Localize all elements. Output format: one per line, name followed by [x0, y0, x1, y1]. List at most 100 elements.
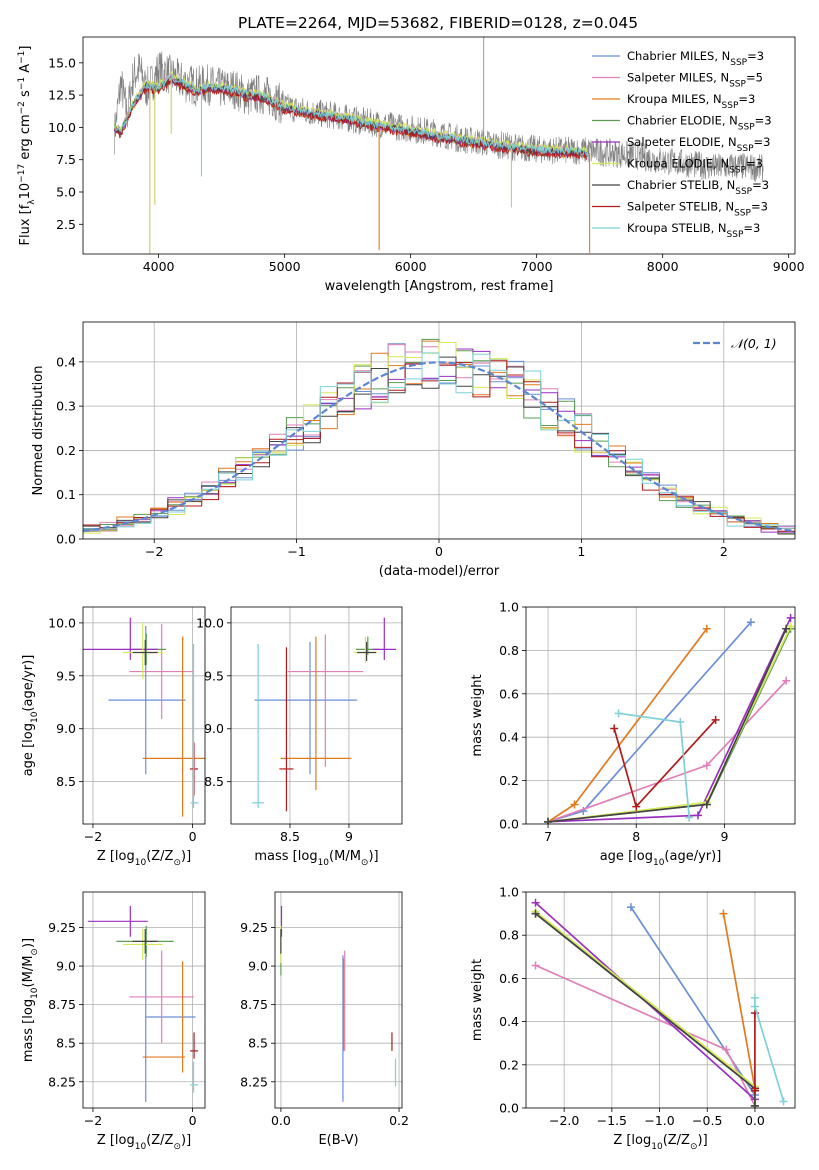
y-tick-label: 0.2 — [499, 1057, 519, 1072]
weight-marker — [544, 817, 553, 824]
errorbar-point — [280, 636, 352, 791]
x-tick-label: −2 — [84, 829, 102, 844]
x-axis-label: Z [log10(Z/Z⊙)] — [97, 849, 191, 868]
x-tick-label: 5000 — [269, 259, 301, 274]
y-tick-label: 0.8 — [499, 928, 519, 943]
weight-marker — [750, 1002, 759, 1011]
panel-age-vs-mass: 8.5 9 8.5 9.0 9.5 10.0 mass [log10(M/M⊙)] — [196, 606, 403, 868]
legend-entry: 𝒩(0, 1) — [731, 336, 777, 351]
y-tick-label: 1.0 — [499, 885, 519, 900]
x-tick-label: 0 — [189, 1113, 197, 1128]
errorbar-point — [254, 641, 358, 775]
y-tick-label: 1.0 — [499, 600, 519, 615]
y-tick-label: 7.5 — [56, 152, 76, 167]
weight-marker — [702, 624, 711, 633]
legend-entry: Chabrier MILES, NSSP=3 — [627, 49, 764, 68]
weight-line — [534, 902, 756, 1106]
errorbar-point — [252, 644, 265, 809]
weight-line — [535, 964, 756, 1107]
x-axis-label: age [log10(age/yr)] — [600, 849, 722, 868]
y-tick-label: 8.75 — [240, 997, 268, 1012]
y-tick-label: 5.0 — [56, 185, 76, 200]
errorbar-point — [190, 644, 199, 809]
x-axis-label: Z [log10(Z/Z⊙)] — [613, 1133, 707, 1152]
errorbar-point — [145, 955, 196, 1102]
axes-frame-spectrum — [82, 36, 796, 255]
y-tick-label: 2.5 — [56, 217, 76, 232]
y-tick-label: 10.0 — [48, 615, 76, 630]
panel-weight-vs-age: 7 8 9 0.0 0.2 0.4 0.6 0.8 1.0 age [log10(age/yr)]… — [470, 600, 796, 868]
x-axis-label: Z [log10(Z/Z⊙)] — [97, 1133, 191, 1152]
model-spectrum-line — [114, 73, 588, 156]
plot-area-age-vs-mass — [231, 607, 402, 824]
weight-marker — [676, 718, 685, 727]
axes-frame-mass-vs-ebv — [274, 891, 403, 1109]
legend-spectrum: Chabrier MILES, NSSP=3 Salpeter MILES, NS… — [592, 49, 772, 240]
axes-frame-age-vs-z — [82, 606, 206, 825]
legend-entry: Kroupa MILES, NSSP=3 — [627, 92, 755, 111]
axes-frame-residuals — [82, 321, 796, 540]
plot-area-spectrum — [114, 37, 764, 254]
legend-entry: Salpeter MILES, NSSP=5 — [627, 71, 763, 90]
x-tick-label: 6000 — [395, 259, 427, 274]
errorbar-point — [108, 626, 186, 775]
errorbar-point — [287, 634, 364, 767]
y-axis-label: mass weight — [470, 674, 485, 756]
weight-marker — [711, 715, 720, 724]
y-tick-label: 0.0 — [499, 817, 519, 832]
y-tick-label: 8.25 — [48, 1074, 76, 1089]
y-tick-label: 9.0 — [248, 959, 268, 974]
legend-entry: Salpeter ELODIE, NSSP=3 — [627, 135, 770, 154]
y-axis-label: Normed distribution — [31, 366, 46, 496]
weight-marker — [750, 1084, 759, 1093]
x-tick-label: −0.5 — [692, 1113, 722, 1128]
x-tick-label: 8.5 — [280, 829, 300, 844]
errorbar-point — [190, 1032, 199, 1059]
weight-marker — [786, 622, 795, 631]
errorbar-point — [87, 905, 148, 937]
weight-marker — [531, 961, 540, 970]
x-tick-label: 0 — [435, 544, 443, 559]
x-tick-label: −1.5 — [597, 1113, 627, 1128]
y-tick-label: 9.0 — [56, 959, 76, 974]
errorbar-point — [142, 636, 205, 817]
y-tick-label: 0.8 — [499, 643, 519, 658]
panel-weight-vs-z: −2.0 −1.5 −1.0 −0.5 0.0 0.0 0.2 0.4 0.6 0.8 1.0 Z [… — [470, 885, 796, 1152]
plot-area-mass-vs-z — [83, 892, 205, 1108]
legend-entry: Chabrier STELIB, NSSP=3 — [627, 178, 769, 197]
weight-marker — [719, 909, 728, 918]
x-tick-label: −2 — [84, 1113, 102, 1128]
weight-marker — [722, 1045, 731, 1054]
y-tick-label: 0.4 — [56, 354, 76, 369]
plot-area-weight-vs-z — [526, 892, 795, 1108]
x-tick-label: 4000 — [143, 259, 175, 274]
errorbar-point — [122, 622, 163, 679]
errorbar-point — [129, 950, 195, 1044]
weight-marker — [531, 898, 540, 907]
x-tick-label: 8 — [632, 829, 640, 844]
errorbar-point — [372, 617, 397, 660]
weight-marker — [610, 724, 619, 733]
errorbar-point — [129, 623, 195, 720]
y-tick-label: 9.0 — [56, 721, 76, 736]
figure-title: PLATE=2264, MJD=53682, FIBERID=0128, z=0… — [238, 14, 638, 32]
x-tick-label: 0.0 — [745, 1113, 765, 1128]
errorbar-point — [122, 929, 163, 960]
panel-spectrum: 4000 5000 6000 7000 8000 9000 2.5 5.0 7.5 10.0 12.… — [17, 36, 805, 294]
x-tick-label: 7 — [544, 829, 552, 844]
legend-entry: Chabrier ELODIE, NSSP=3 — [627, 114, 772, 133]
x-tick-label: 1 — [577, 544, 585, 559]
x-tick-label: 8000 — [647, 259, 679, 274]
y-tick-label: 0.2 — [56, 443, 76, 458]
weight-marker — [614, 709, 623, 718]
weight-marker — [702, 800, 711, 809]
errorbar-point — [357, 641, 377, 661]
axes-frame-age-vs-mass — [230, 606, 403, 825]
y-tick-label: 10.0 — [48, 120, 76, 135]
y-tick-label: 12.5 — [48, 88, 76, 103]
y-tick-label: 8.5 — [56, 1036, 76, 1051]
x-tick-label: 9 — [345, 829, 353, 844]
y-axis-label: Flux [fλ10−17 erg cm−2 s−1 A−1] — [17, 46, 37, 246]
x-axis-label: wavelength [Angstrom, rest frame] — [325, 279, 554, 294]
y-tick-label: 10.0 — [196, 615, 224, 630]
